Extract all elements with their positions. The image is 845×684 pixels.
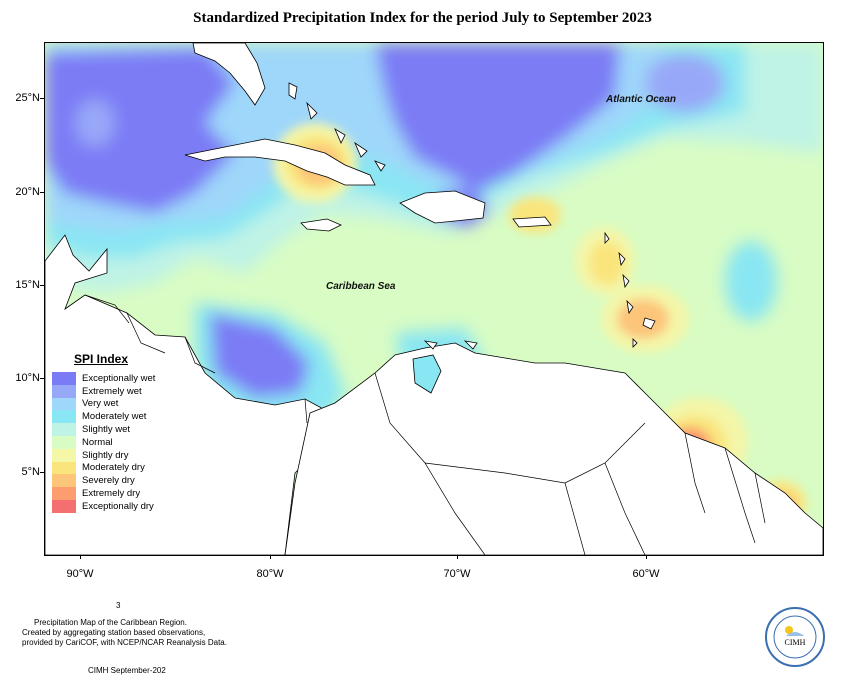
x-tickmark [270,555,271,559]
legend-item: Extremely wet [52,384,182,398]
legend-swatch [52,499,76,513]
legend-item: Severely dry [52,474,182,488]
spi-legend: SPI Index Exceptionally wet Extremely wet… [52,352,182,513]
legend-label: Exceptionally wet [82,372,156,384]
legend-swatch [52,423,76,436]
credit-text: CIMH September-202 [88,666,166,675]
hispaniola-land [399,190,486,224]
legend-rows: Exceptionally wet Extremely wet Very wet Mo… [52,372,182,513]
puerto-rico-land [512,216,552,228]
legend-label: Very wet [82,398,119,410]
lake-maracaibo [412,354,442,394]
legend-label: Moderately wet [82,411,147,423]
legend-label: Moderately dry [82,462,145,474]
legend-title: SPI Index [74,352,129,366]
y-tick-20n: 20°N [15,186,40,198]
y-tick-10n: 10°N [15,372,40,384]
x-tickmark [457,555,458,559]
wet-anomaly-layer [45,43,823,423]
footnote-line-1: Precipitation Map of the Caribbean Regio… [34,618,187,627]
legend-swatch [52,410,76,424]
legend-swatch [52,448,76,462]
map-panel [44,42,824,556]
x-tick-70w: 70°W [443,568,471,580]
legend-label: Severely dry [82,475,135,487]
y-tickmark [40,192,44,193]
legend-label: Normal [82,436,113,448]
legend-label: Extremely dry [82,488,141,500]
logo-text: CIMH [785,638,806,647]
y-tickmark [40,98,44,99]
footnote-superscript: 3 [116,601,121,610]
x-tickmark [80,555,81,559]
x-tick-80w: 80°W [256,568,284,580]
florida-land [192,43,266,106]
legend-swatch [52,474,76,488]
y-tick-5n: 5°N [21,466,40,478]
legend-item: Extremely dry [52,487,182,500]
legend-swatch [52,487,76,500]
legend-label: Exceptionally dry [82,500,154,512]
landmass-layer [45,43,823,555]
legend-item: Normal [52,435,182,449]
y-tick-15n: 15°N [15,279,40,291]
y-tick-25n: 25°N [15,92,40,104]
map-title: Standardized Precipitation Index for the… [193,10,652,26]
x-tick-90w: 90°W [66,568,94,580]
legend-item: Moderately wet [52,410,182,424]
atlantic-ocean-label: Atlantic Ocean [606,94,677,105]
legend-swatch [52,372,76,385]
legend-swatch [52,397,76,411]
cuba-land [184,138,376,186]
south-america-land [284,342,823,555]
x-tickmark [646,555,647,559]
footnote-line-3: provided by CariCOF, with NCEP/NCAR Rean… [22,638,227,647]
footnote-line-2: Created by aggregating station based obs… [22,628,206,637]
legend-item: Slightly dry [52,448,182,462]
legend-item: Moderately dry [52,461,182,475]
legend-item: Exceptionally wet [52,372,182,385]
y-tickmark [40,378,44,379]
y-tickmark [40,285,44,286]
jamaica-land [300,218,342,232]
country-borders [84,294,766,555]
legend-swatch [52,435,76,449]
legend-item: Very wet [52,397,182,411]
spi-map-svg [45,43,823,555]
cimh-logo: CIMH [765,607,825,667]
legend-label: Slightly dry [82,449,129,461]
legend-label: Extremely wet [82,385,142,397]
legend-item: Slightly wet [52,423,182,436]
legend-swatch [52,461,76,475]
legend-item: Exceptionally dry [52,499,182,513]
caribbean-sea-label: Caribbean Sea [326,281,396,292]
y-tickmark [40,472,44,473]
legend-label: Slightly wet [82,424,131,436]
legend-swatch [52,384,76,398]
x-tick-60w: 60°W [632,568,660,580]
